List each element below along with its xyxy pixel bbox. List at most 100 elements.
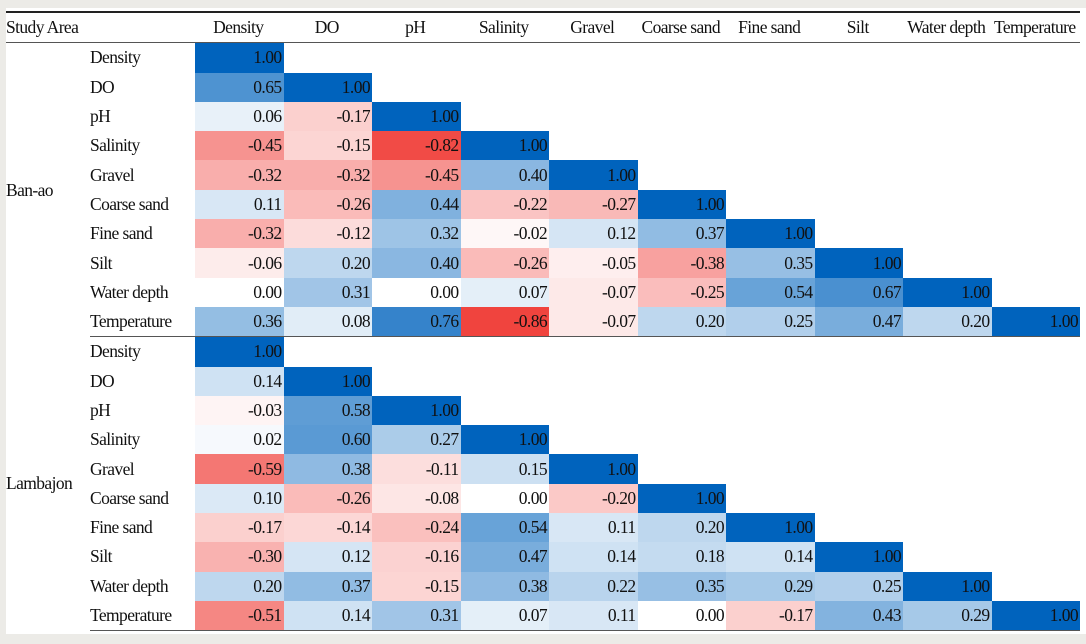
empty-cell [903, 337, 992, 367]
heatmap-cell: 1.00 [814, 248, 903, 278]
empty-cell [726, 367, 815, 396]
heatmap-cell: 0.25 [726, 306, 815, 338]
empty-cell [638, 73, 727, 102]
row-variable-label: Coarse sand [90, 193, 169, 214]
empty-cell [903, 190, 992, 219]
heatmap-cell: 0.43 [814, 600, 903, 632]
column-header: DO [314, 17, 340, 38]
heatmap-cell: 0.12 [549, 219, 638, 249]
heatmap-cell: -0.51 [195, 600, 284, 632]
heatmap-cell: -0.32 [195, 219, 284, 249]
study-area-label: Lambajon [6, 473, 73, 494]
column-header: Fine sand [738, 17, 801, 38]
heatmap-cell: -0.11 [372, 454, 461, 484]
row-variable-label: pH [90, 106, 111, 127]
heatmap-cell: 0.07 [460, 600, 549, 632]
table-row: Temperature -0.51 0.14 0.31 0.07 0.11 0.00 -0.1… [6, 600, 1080, 632]
heatmap-cell: -0.26 [460, 248, 549, 278]
variable-header [90, 12, 195, 43]
empty-cell [638, 454, 727, 483]
empty-cell [992, 248, 1081, 277]
heatmap-cell: -0.45 [372, 160, 461, 190]
column-header: pH [405, 17, 426, 38]
table-row: DO 0.14 1.00 [6, 366, 1081, 396]
empty-cell [372, 43, 461, 73]
column-header: Silt [846, 17, 870, 38]
heatmap-cell: 0.18 [637, 542, 726, 572]
empty-cell [549, 337, 638, 367]
table-row: Salinity 0.02 0.60 0.27 1.00 [6, 425, 1081, 455]
heatmap-cell: 0.65 [195, 72, 284, 102]
empty-cell [815, 160, 904, 189]
empty-cell [638, 102, 727, 131]
row-variable-label: Gravel [90, 458, 135, 479]
heatmap-cell: 1.00 [637, 483, 726, 514]
heatmap-cell: 0.10 [195, 483, 284, 514]
heatmap-cell: -0.07 [549, 306, 638, 338]
heatmap-cell: 0.20 [903, 306, 992, 338]
table-row: Water depth 0.20 0.37 -0.15 0.38 0.22 0.35 0.29… [6, 571, 1080, 601]
row-variable-label: Coarse sand [90, 487, 169, 508]
heatmap-cell: 0.32 [372, 219, 461, 249]
empty-cell [903, 73, 992, 102]
empty-cell [992, 425, 1081, 454]
empty-cell [726, 425, 815, 454]
empty-cell [638, 367, 727, 396]
heatmap-cell: 1.00 [195, 42, 284, 73]
empty-cell [815, 454, 904, 483]
empty-cell [726, 396, 815, 425]
heatmap-cell: 0.20 [637, 513, 726, 543]
empty-cell [903, 542, 992, 571]
heatmap-cell: -0.26 [283, 483, 372, 514]
empty-cell [638, 425, 727, 454]
heatmap-cell: 0.54 [460, 513, 549, 543]
empty-cell [549, 102, 638, 131]
empty-cell [992, 367, 1081, 396]
empty-cell [726, 43, 815, 73]
table-row: Lambajon Density 1.00 [6, 336, 1080, 493]
empty-cell [815, 337, 904, 367]
empty-cell [638, 396, 727, 425]
heatmap-cell: 0.08 [283, 306, 372, 338]
empty-cell [638, 43, 727, 73]
empty-cell [726, 131, 815, 160]
heatmap-cell: -0.17 [726, 600, 815, 632]
empty-cell [992, 396, 1081, 425]
empty-cell [372, 337, 461, 367]
heatmap-cell: 0.76 [372, 306, 461, 338]
empty-cell [815, 425, 904, 454]
empty-cell [903, 513, 992, 542]
empty-cell [461, 102, 550, 131]
column-header: Density [213, 17, 264, 38]
heatmap-cell: 0.40 [460, 160, 549, 190]
empty-cell [284, 43, 373, 73]
heatmap-cell: 1.00 [726, 219, 815, 249]
heatmap-cell: 0.22 [549, 571, 638, 601]
row-variable-label: Fine sand [90, 223, 153, 244]
heatmap-cell: 0.36 [195, 306, 284, 338]
row-variable-label: Gravel [90, 164, 135, 185]
heatmap-cell: 0.12 [283, 542, 372, 572]
heatmap-cell: 0.06 [195, 101, 284, 132]
empty-cell [903, 219, 992, 248]
heatmap-cell: 1.00 [460, 425, 549, 455]
empty-cell [903, 43, 992, 73]
column-header: Coarse sand [641, 17, 721, 38]
heatmap-cell: -0.26 [283, 189, 372, 220]
heatmap-cell: -0.22 [460, 189, 549, 220]
row-variable-label: DO [90, 76, 115, 97]
correlation-heatmap-table: Study Area Density DO pH Salinity Gravel… [6, 11, 1081, 632]
empty-cell [992, 219, 1081, 248]
table-row: Silt -0.06 0.20 0.40 -0.26 -0.05 -0.38 0.35 1.00 [6, 248, 1081, 278]
empty-cell [638, 337, 727, 367]
study-area-group-ban-ao: Ban-ao Density 1.00 DO 0.65 1.00 pH 0.06 -0.17 1.… [6, 42, 1081, 338]
heatmap-cell: -0.59 [195, 454, 284, 484]
heatmap-cell: 1.00 [283, 366, 372, 396]
empty-cell [726, 73, 815, 102]
heatmap-cell: 1.00 [372, 395, 461, 426]
row-variable-label: Temperature [90, 600, 195, 632]
heatmap-cell: 0.31 [372, 600, 461, 632]
empty-cell [461, 396, 550, 425]
empty-cell [726, 484, 815, 513]
column-header: Salinity [478, 17, 529, 38]
